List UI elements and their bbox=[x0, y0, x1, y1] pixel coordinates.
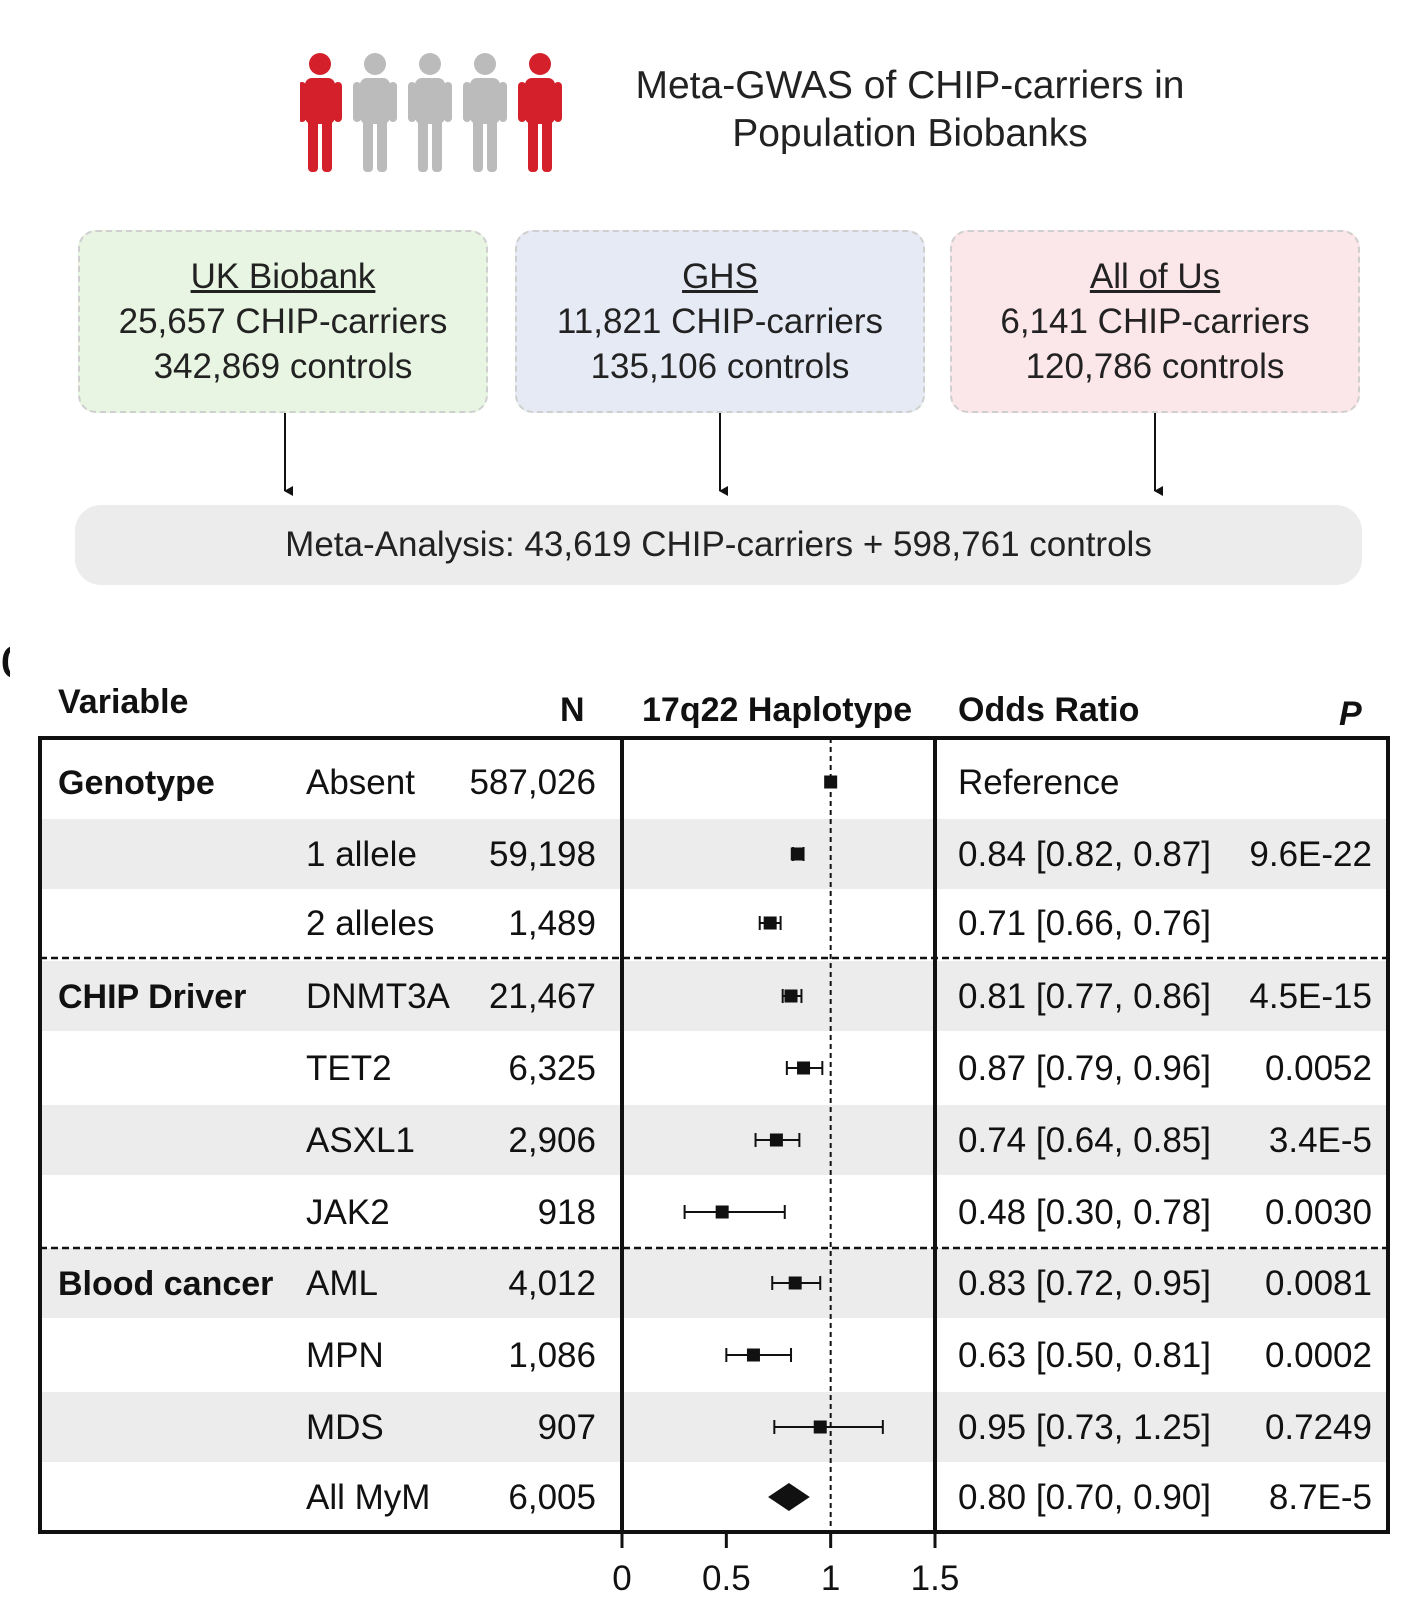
row-n: 21,467 bbox=[489, 977, 596, 1016]
row-p-value: 0.0052 bbox=[1265, 1049, 1372, 1088]
row-n: 4,012 bbox=[508, 1264, 596, 1303]
cohort-uk-biobank: UK Biobank 25,657 CHIP-carriers 342,869 … bbox=[78, 230, 488, 413]
row-label: 1 allele bbox=[306, 835, 417, 874]
point-estimate bbox=[769, 1133, 783, 1147]
header-plot: 17q22 Haplotype bbox=[642, 691, 913, 729]
row-odds-ratio: 0.83 [0.72, 0.95] bbox=[958, 1264, 1211, 1303]
cohort-controls: 135,106 controls bbox=[590, 347, 850, 386]
row-n: 587,026 bbox=[469, 763, 596, 802]
cohort-name: GHS bbox=[682, 257, 758, 296]
cohort-carriers: 6,141 CHIP-carriers bbox=[1000, 302, 1310, 341]
row-label: AML bbox=[306, 1264, 378, 1303]
cohort-carriers: 11,821 CHIP-carriers bbox=[556, 302, 884, 341]
title-line-1: Meta-GWAS of CHIP-carriers in bbox=[635, 64, 1185, 107]
row-p-value: 3.4E-5 bbox=[1269, 1121, 1372, 1160]
person-figure bbox=[518, 53, 562, 172]
person-figure bbox=[463, 53, 507, 172]
header-p: P bbox=[1339, 695, 1362, 733]
cohort-controls: 120,786 controls bbox=[1025, 347, 1285, 386]
point-estimate bbox=[746, 1348, 760, 1362]
header-odds-ratio: Odds Ratio bbox=[958, 691, 1140, 729]
group-label: Genotype bbox=[58, 764, 215, 802]
row-odds-ratio: Reference bbox=[958, 763, 1119, 802]
meta-analysis-box: Meta-Analysis: 43,619 CHIP-carriers + 59… bbox=[75, 505, 1362, 585]
row-label: ASXL1 bbox=[306, 1121, 415, 1160]
row-odds-ratio: 0.48 [0.30, 0.78] bbox=[958, 1193, 1211, 1232]
row-p-value: 0.0081 bbox=[1265, 1264, 1372, 1303]
flow-arrows bbox=[284, 413, 1163, 496]
summary-diamond bbox=[768, 1483, 810, 1511]
row-odds-ratio: 0.95 [0.73, 1.25] bbox=[958, 1408, 1211, 1447]
row-stripe bbox=[40, 961, 1388, 1031]
row-n: 907 bbox=[538, 1408, 596, 1447]
x-tick-label: 0.5 bbox=[702, 1559, 751, 1598]
point-estimate bbox=[824, 775, 838, 789]
row-n: 6,325 bbox=[508, 1049, 596, 1088]
row-n: 918 bbox=[538, 1193, 596, 1232]
group-label: CHIP Driver bbox=[58, 978, 246, 1016]
row-p-value: 0.0002 bbox=[1265, 1336, 1372, 1375]
x-tick-label: 1 bbox=[821, 1559, 840, 1598]
row-n: 6,005 bbox=[508, 1478, 596, 1517]
cohort-carriers: 25,657 CHIP-carriers bbox=[118, 302, 448, 341]
row-stripe bbox=[40, 819, 1388, 889]
figure-title: Meta-GWAS of CHIP-carriers in Population… bbox=[600, 62, 1220, 158]
cohort-all-of-us: All of Us 6,141 CHIP-carriers 120,786 co… bbox=[950, 230, 1360, 413]
people-icon bbox=[300, 53, 562, 172]
point-estimate bbox=[788, 1276, 802, 1290]
cohort-name: All of Us bbox=[1089, 257, 1221, 296]
x-tick-label: 1.5 bbox=[911, 1559, 960, 1598]
row-p-value: 0.7249 bbox=[1265, 1408, 1372, 1447]
point-estimate bbox=[784, 989, 798, 1003]
cohort-name: UK Biobank bbox=[190, 257, 376, 296]
row-p-value: 9.6E-22 bbox=[1249, 835, 1372, 874]
row-label: 2 alleles bbox=[306, 904, 434, 943]
row-label: DNMT3A bbox=[306, 977, 451, 1016]
row-n: 1,086 bbox=[508, 1336, 596, 1375]
row-label: MDS bbox=[306, 1408, 384, 1447]
panel-letter: c bbox=[0, 628, 10, 688]
point-estimate bbox=[763, 916, 777, 930]
row-stripe bbox=[40, 1392, 1388, 1462]
row-p-value: 0.0030 bbox=[1265, 1193, 1372, 1232]
row-odds-ratio: 0.80 [0.70, 0.90] bbox=[958, 1478, 1211, 1517]
cohort-controls: 342,869 controls bbox=[153, 347, 413, 386]
row-p-value: 8.7E-5 bbox=[1269, 1478, 1372, 1517]
person-figure bbox=[300, 53, 342, 172]
row-label: Absent bbox=[306, 763, 415, 802]
row-label: All MyM bbox=[306, 1478, 430, 1517]
row-odds-ratio: 0.84 [0.82, 0.87] bbox=[958, 835, 1211, 874]
x-tick-label: 0 bbox=[612, 1559, 631, 1598]
header-n: N bbox=[560, 691, 585, 729]
row-stripe bbox=[40, 1105, 1388, 1175]
row-odds-ratio: 0.63 [0.50, 0.81] bbox=[958, 1336, 1211, 1375]
point-estimate bbox=[797, 1061, 811, 1075]
row-n: 59,198 bbox=[489, 835, 596, 874]
row-label: MPN bbox=[306, 1336, 384, 1375]
row-odds-ratio: 0.87 [0.79, 0.96] bbox=[958, 1049, 1211, 1088]
header-variable: Variable bbox=[58, 683, 189, 721]
point-estimate bbox=[715, 1205, 729, 1219]
person-figure bbox=[408, 53, 452, 172]
row-n: 1,489 bbox=[508, 904, 596, 943]
row-odds-ratio: 0.74 [0.64, 0.85] bbox=[958, 1121, 1211, 1160]
row-odds-ratio: 0.81 [0.77, 0.86] bbox=[958, 977, 1211, 1016]
point-estimate bbox=[813, 1420, 827, 1434]
point-estimate bbox=[790, 847, 804, 861]
title-line-2: Population Biobanks bbox=[732, 112, 1088, 155]
row-label: JAK2 bbox=[306, 1193, 390, 1232]
group-label: Blood cancer bbox=[58, 1265, 273, 1303]
cohort-ghs: GHS 11,821 CHIP-carriers 135,106 control… bbox=[515, 230, 925, 413]
row-p-value: 4.5E-15 bbox=[1249, 977, 1372, 1016]
person-figure bbox=[353, 53, 397, 172]
row-odds-ratio: 0.71 [0.66, 0.76] bbox=[958, 904, 1211, 943]
row-stripe bbox=[40, 1248, 1388, 1318]
row-n: 2,906 bbox=[508, 1121, 596, 1160]
row-label: TET2 bbox=[306, 1049, 392, 1088]
